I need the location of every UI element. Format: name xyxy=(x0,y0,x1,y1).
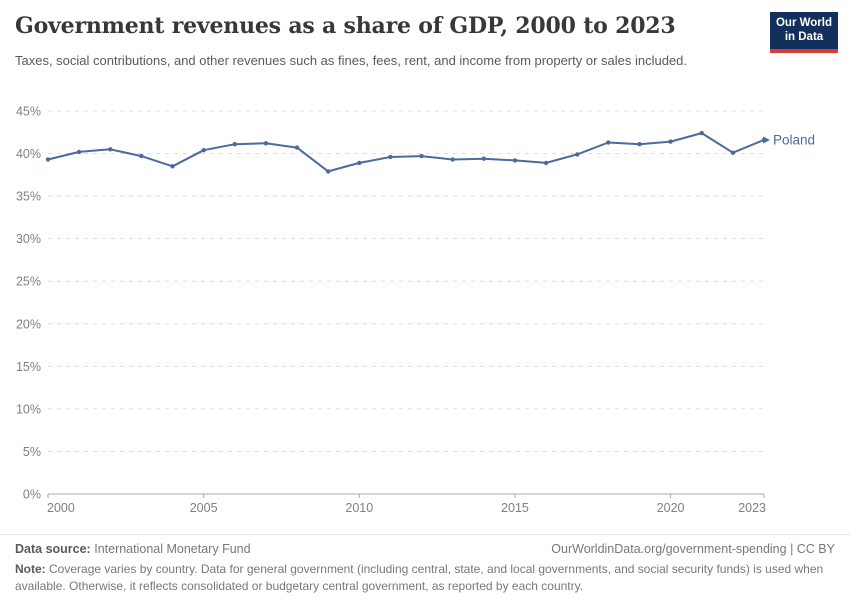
owid-logo-line2: in Data xyxy=(784,30,824,43)
data-source-value: International Monetary Fund xyxy=(94,542,251,556)
svg-text:5%: 5% xyxy=(23,445,41,459)
footer-note-value: Coverage varies by country. Data for gen… xyxy=(15,562,824,593)
svg-text:25%: 25% xyxy=(16,275,41,289)
footer: Data source: International Monetary Fund… xyxy=(0,534,850,600)
svg-text:2010: 2010 xyxy=(345,501,373,515)
x-axis: 2000 2005 2010 2015 2020 2023 xyxy=(47,494,766,515)
y-gridlines xyxy=(48,110,764,495)
chart-title: Government revenues as a share of GDP, 2… xyxy=(15,13,676,39)
data-source-label: Data source: xyxy=(15,542,91,556)
footer-note-label: Note: xyxy=(15,562,46,576)
svg-text:0%: 0% xyxy=(23,488,41,502)
svg-text:45%: 45% xyxy=(16,105,41,119)
series-end-label: Poland xyxy=(773,132,815,147)
owid-logo[interactable]: Our World in Data xyxy=(770,12,838,53)
footer-link[interactable]: OurWorldinData.org/government-spending |… xyxy=(551,542,835,556)
owid-logo-line1: Our World xyxy=(775,16,832,29)
svg-text:15%: 15% xyxy=(16,360,41,374)
series-poland: Poland xyxy=(45,130,815,174)
svg-text:2020: 2020 xyxy=(657,501,685,515)
y-axis-labels: 0% 5% 10% 15% 20% 25% 30% 35% 40% 45% xyxy=(16,105,41,502)
footer-note: Note: Coverage varies by country. Data f… xyxy=(15,561,830,594)
svg-text:30%: 30% xyxy=(16,232,41,246)
svg-text:2000: 2000 xyxy=(47,501,75,515)
svg-text:10%: 10% xyxy=(16,402,41,416)
svg-text:20%: 20% xyxy=(16,317,41,331)
svg-text:2015: 2015 xyxy=(501,501,529,515)
svg-text:2023: 2023 xyxy=(738,501,766,515)
svg-text:35%: 35% xyxy=(16,190,41,204)
svg-text:40%: 40% xyxy=(16,147,41,161)
svg-text:2005: 2005 xyxy=(190,501,218,515)
chart-subtitle: Taxes, social contributions, and other r… xyxy=(15,53,688,68)
data-source: Data source: International Monetary Fund xyxy=(15,542,251,556)
